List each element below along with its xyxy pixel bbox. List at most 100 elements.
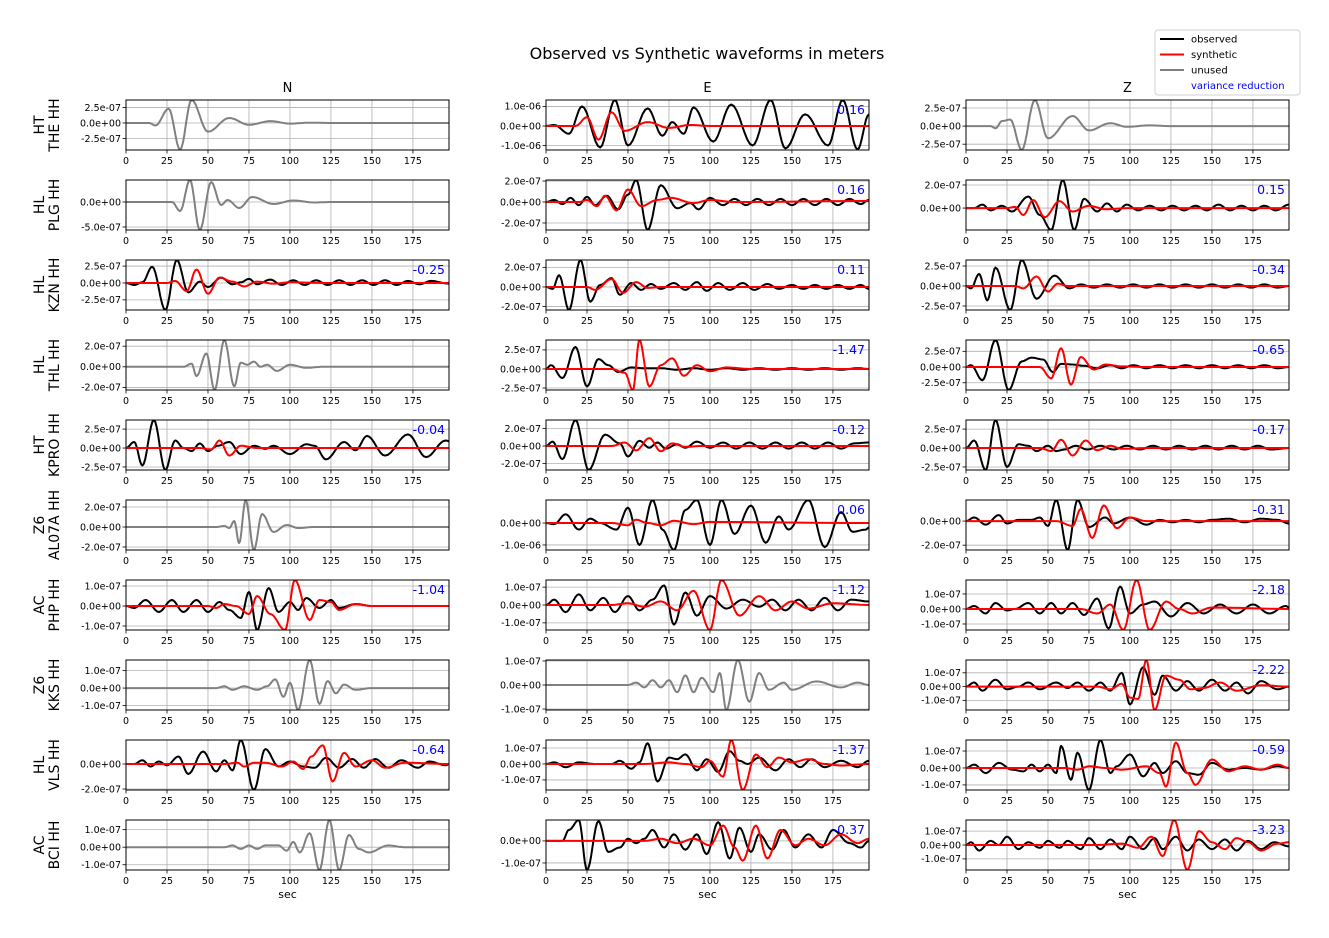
x-tick-label: 100 xyxy=(281,236,299,247)
x-tick-label: 125 xyxy=(742,556,760,567)
x-tick-label: 100 xyxy=(1121,636,1139,647)
waveform-panel-Z: 0 25 50 75 100 125 150 175 1.0e-07 0.0e+00 -1.0e-0… xyxy=(920,819,1290,887)
station-row: HL PLG HH 0 25 50 75 100 125 150 175 0.0e+00 -5.0e-… xyxy=(32,176,1290,247)
x-tick-label: 150 xyxy=(1203,316,1221,327)
variance-reduction-label: -0.64 xyxy=(413,742,445,757)
x-tick-label: 25 xyxy=(1001,876,1013,887)
x-tick-label: 75 xyxy=(663,396,675,407)
unused-trace xyxy=(126,340,449,390)
station-network-label: Z6 xyxy=(32,516,48,535)
y-tick-label: -5.0e-07 xyxy=(81,222,121,233)
x-tick-label: 50 xyxy=(1042,636,1054,647)
panel-frame xyxy=(545,659,870,711)
x-tick-label: 150 xyxy=(783,636,801,647)
x-tick-label: 50 xyxy=(622,556,634,567)
y-tick-label: 0.0e+00 xyxy=(920,682,961,693)
panel-frame xyxy=(965,99,1290,151)
waveform-panel-E: 0 25 50 75 100 125 150 175 2.5e-07 0.0e+00 -2.5e-0… xyxy=(500,339,870,407)
x-tick-label: 125 xyxy=(742,636,760,647)
variance-reduction-label: -0.04 xyxy=(413,422,445,437)
x-tick-label: 50 xyxy=(1042,716,1054,727)
legend: observed synthetic unused variance reductio… xyxy=(1154,29,1301,96)
x-tick-label: 100 xyxy=(281,796,299,807)
variance-reduction-label: -2.22 xyxy=(1253,662,1285,677)
x-tick-label: 75 xyxy=(243,236,255,247)
x-tick-label: 150 xyxy=(363,396,381,407)
station-name-label: BCI HH xyxy=(47,821,63,870)
x-tick-label: 175 xyxy=(404,316,422,327)
x-tick-label: 150 xyxy=(1203,796,1221,807)
x-tick-label: 25 xyxy=(161,876,173,887)
y-tick-label: 0.0e+00 xyxy=(500,759,541,770)
x-tick-label: 100 xyxy=(701,156,719,167)
x-tick-label: 150 xyxy=(783,236,801,247)
x-tick-label: 25 xyxy=(581,796,593,807)
x-tick-label: 0 xyxy=(543,876,549,887)
x-tick-label: 50 xyxy=(622,636,634,647)
waveform-panel-Z: 0 25 50 75 100 125 150 175 2.5e-07 0.0e+00 -2.5e-0… xyxy=(920,339,1290,407)
x-tick-label: 50 xyxy=(1042,396,1054,407)
x-tick-label: 100 xyxy=(1121,316,1139,327)
x-tick-label: 150 xyxy=(363,876,381,887)
x-tick-label: 125 xyxy=(322,396,340,407)
station-network-label: HL xyxy=(32,356,48,375)
y-tick-label: 1.0e-07 xyxy=(85,666,121,677)
station-row: HT KPRO HH 0 25 50 75 100 125 150 175 2.5e-07 0.0e+… xyxy=(32,413,1290,487)
panel-frame xyxy=(545,339,870,391)
waveform-panel-N: 0 25 50 75 100 125 150 175 0.0e+00 -5.0e-07 xyxy=(80,179,450,247)
x-tick-label: 150 xyxy=(783,156,801,167)
y-tick-label: 2.5e-07 xyxy=(85,103,121,114)
x-tick-label: 100 xyxy=(1121,716,1139,727)
x-tick-label: 75 xyxy=(1083,716,1095,727)
x-tick-label: 100 xyxy=(1121,396,1139,407)
variance-reduction-label: -1.04 xyxy=(413,582,445,597)
observed-trace xyxy=(546,260,869,310)
x-tick-label: 75 xyxy=(663,876,675,887)
x-tick-label: 175 xyxy=(404,876,422,887)
x-tick-label: 150 xyxy=(783,556,801,567)
x-tick-label: 0 xyxy=(543,796,549,807)
x-tick-label: 125 xyxy=(322,156,340,167)
x-tick-label: 0 xyxy=(543,396,549,407)
panel-frame xyxy=(125,259,450,311)
panel-frame xyxy=(125,659,450,711)
x-tick-label: 100 xyxy=(701,236,719,247)
legend-label-observed: observed xyxy=(1191,35,1237,46)
variance-reduction-label: -0.17 xyxy=(1253,422,1285,437)
x-tick-label: 0 xyxy=(963,556,969,567)
synthetic-trace xyxy=(546,437,869,453)
waveform-panel-N: 0 25 50 75 100 125 150 175 0.0e+00 -2.0e-07 -0.64 xyxy=(80,739,450,807)
x-tick-label: 125 xyxy=(1162,716,1180,727)
y-tick-label: -1.0e-07 xyxy=(921,619,961,630)
x-tick-label: 0 xyxy=(543,556,549,567)
x-tick-label: 150 xyxy=(1203,876,1221,887)
x-tick-label: 25 xyxy=(161,716,173,727)
x-tick-label: 175 xyxy=(1244,396,1262,407)
x-tick-label: 25 xyxy=(161,636,173,647)
panel-frame xyxy=(545,99,870,151)
x-tick-label: 75 xyxy=(663,636,675,647)
x-tick-label: 150 xyxy=(1203,476,1221,487)
y-tick-label: -2.0e-07 xyxy=(501,459,541,470)
x-tick-label: 175 xyxy=(404,636,422,647)
x-tick-label: 175 xyxy=(404,556,422,567)
y-tick-label: -2.5e-07 xyxy=(921,462,961,473)
x-tick-label: 125 xyxy=(1162,476,1180,487)
y-tick-label: 2.5e-07 xyxy=(85,261,121,272)
y-tick-label: -1.0e-06 xyxy=(501,141,541,152)
observed-trace xyxy=(546,584,869,626)
x-tick-label: 100 xyxy=(701,796,719,807)
y-tick-label: 0.0e+00 xyxy=(80,842,121,853)
x-tick-label: 150 xyxy=(1203,556,1221,567)
station-name-label: PLG HH xyxy=(47,179,63,232)
station-row: Z6 AL07A HH 0 25 50 75 100 125 150 175 2.0e-07 0.0e… xyxy=(32,490,1290,567)
waveform-panel-E: 0 25 50 75 100 125 150 175 1.0e-07 0.0e+00 -1.0e-0… xyxy=(500,579,870,647)
x-tick-label: 125 xyxy=(322,476,340,487)
station-network-label: HL xyxy=(32,276,48,295)
x-tick-label: 150 xyxy=(363,636,381,647)
x-tick-label: 50 xyxy=(202,476,214,487)
waveform-panel-N: 0 25 50 75 100 125 150 175 2.5e-07 0.0e+00 -2.5e-0… xyxy=(80,419,450,487)
y-tick-label: -2.5e-07 xyxy=(501,383,541,394)
station-name-label: THE HH xyxy=(47,98,63,152)
waveform-panel-N: 0 25 50 75 100 125 150 175 1.0e-07 0.0e+00 -1.0e-0… xyxy=(80,579,450,647)
